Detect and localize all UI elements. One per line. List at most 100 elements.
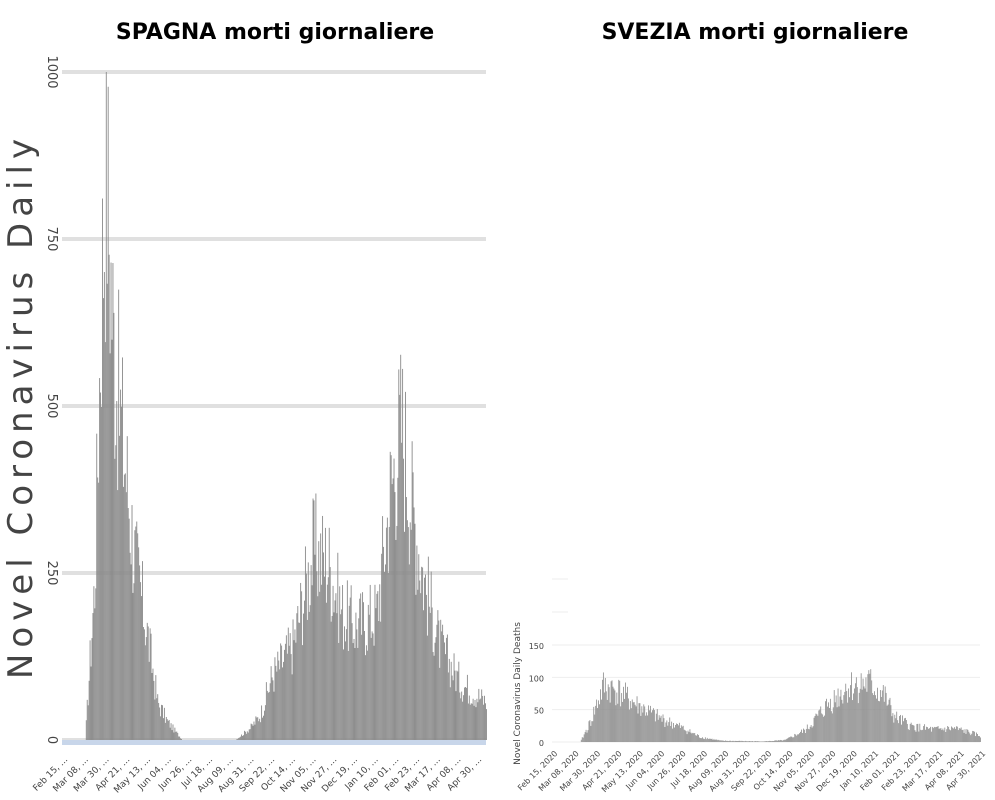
bar xyxy=(446,634,448,740)
bar xyxy=(710,739,712,742)
bar xyxy=(485,703,486,740)
bar xyxy=(891,716,893,742)
bar xyxy=(750,741,751,742)
bar xyxy=(850,685,851,742)
y-tick-label: 100 xyxy=(529,674,544,683)
bar xyxy=(163,718,164,740)
bar xyxy=(583,734,585,742)
bar xyxy=(401,442,403,740)
bar xyxy=(841,699,843,742)
bar xyxy=(659,717,661,742)
bar xyxy=(311,585,313,740)
bar xyxy=(622,701,624,742)
bar xyxy=(803,729,805,742)
bar xyxy=(177,732,179,740)
bar xyxy=(728,740,730,742)
bar xyxy=(629,701,631,742)
bar xyxy=(668,722,670,742)
bar xyxy=(375,608,377,740)
bar xyxy=(107,86,109,740)
bar xyxy=(479,699,481,740)
bar xyxy=(682,725,684,742)
bar xyxy=(323,552,324,740)
bar xyxy=(257,717,259,740)
bar xyxy=(609,702,611,742)
bar xyxy=(477,702,479,740)
bar xyxy=(442,624,444,740)
bar xyxy=(449,687,451,740)
bar xyxy=(464,687,465,740)
bar xyxy=(823,716,825,742)
bar xyxy=(307,562,309,740)
bar xyxy=(921,730,923,742)
bar xyxy=(306,619,308,740)
bar xyxy=(176,731,178,740)
bar xyxy=(691,733,693,742)
bar xyxy=(424,577,425,740)
bar xyxy=(277,651,279,740)
bar xyxy=(596,699,598,742)
bar xyxy=(732,740,734,742)
bar xyxy=(756,741,758,742)
bar xyxy=(106,283,108,740)
bar xyxy=(366,650,368,740)
bar xyxy=(735,740,737,742)
bar xyxy=(584,732,586,742)
bar xyxy=(292,619,294,740)
bar xyxy=(451,675,453,740)
bar xyxy=(817,715,819,742)
bar xyxy=(836,707,838,742)
bar xyxy=(754,741,756,742)
bar xyxy=(662,714,664,742)
bar xyxy=(906,723,908,742)
bar xyxy=(762,741,764,742)
bar xyxy=(383,546,384,740)
bar xyxy=(299,622,301,740)
bar xyxy=(858,692,860,742)
bar xyxy=(770,741,772,742)
bar xyxy=(360,593,362,740)
bar xyxy=(852,700,853,742)
bar xyxy=(838,706,840,742)
bar xyxy=(386,517,388,740)
bar xyxy=(453,653,455,740)
bar xyxy=(797,734,799,742)
bar xyxy=(819,709,821,742)
bar xyxy=(747,741,749,742)
bar xyxy=(587,730,589,742)
bar xyxy=(334,600,336,740)
bar xyxy=(689,729,691,742)
bar xyxy=(119,435,121,740)
bar xyxy=(179,736,181,740)
bar xyxy=(391,484,393,740)
bar xyxy=(913,725,915,742)
bar xyxy=(821,713,823,742)
bar xyxy=(854,683,856,742)
bar xyxy=(825,701,826,742)
bar xyxy=(633,702,635,742)
bar xyxy=(601,699,602,742)
bar xyxy=(322,515,324,740)
bar xyxy=(328,527,330,740)
bar xyxy=(882,685,884,742)
bar xyxy=(705,739,707,742)
bar xyxy=(928,728,929,742)
bar xyxy=(870,669,872,742)
bar xyxy=(607,684,609,742)
bar xyxy=(262,717,263,740)
bar xyxy=(646,712,648,742)
bar xyxy=(938,728,940,742)
bar xyxy=(145,637,147,740)
bar xyxy=(394,492,396,740)
bar xyxy=(339,586,341,740)
bar xyxy=(807,728,809,742)
bar xyxy=(351,623,353,740)
bar xyxy=(251,724,253,740)
bar xyxy=(118,289,120,740)
bar xyxy=(922,729,924,742)
bar xyxy=(418,554,420,740)
bar xyxy=(395,539,397,740)
bar xyxy=(671,721,673,742)
y-tick-label: 500 xyxy=(44,394,59,419)
bar xyxy=(440,619,442,740)
